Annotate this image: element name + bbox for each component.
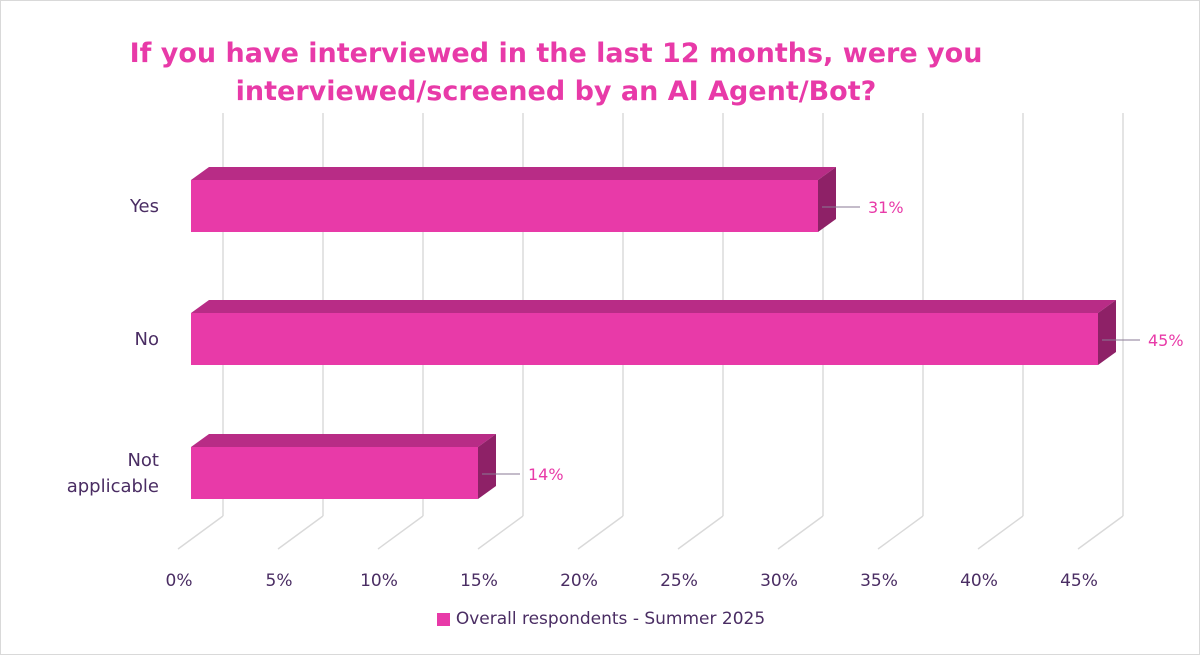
gridline-floor — [777, 515, 824, 550]
bar-top-face — [191, 167, 836, 180]
category-label: Yes — [129, 196, 159, 217]
x-tick-label: 10% — [360, 571, 398, 591]
gridline-floor — [977, 515, 1024, 550]
category-label-line: Yes — [129, 196, 159, 217]
data-label: 45% — [1148, 331, 1184, 350]
bar — [191, 180, 818, 232]
bar — [191, 313, 1098, 365]
bar-side-face — [1098, 300, 1116, 365]
category-label-line: applicable — [67, 476, 159, 497]
gridline-floor — [877, 515, 924, 550]
data-label: 31% — [868, 198, 904, 217]
x-tick-label: 30% — [760, 571, 798, 591]
x-tick-label: 25% — [660, 571, 698, 591]
data-label: 14% — [528, 465, 564, 484]
category-label-line: No — [135, 329, 159, 350]
legend-swatch — [436, 612, 450, 626]
legend: Overall respondents - Summer 2025 — [1, 609, 1200, 629]
gridline-floor — [177, 515, 224, 550]
x-tick-label: 5% — [266, 571, 293, 591]
legend-label: Overall respondents - Summer 2025 — [455, 609, 766, 629]
x-tick-label: 0% — [166, 571, 193, 591]
gridline-floor — [377, 515, 424, 550]
category-label-line: Not — [127, 450, 159, 471]
bar-side-face — [478, 434, 496, 499]
x-tick-label: 40% — [960, 571, 998, 591]
bar-top-face — [191, 300, 1116, 313]
gridline-floor — [1077, 515, 1124, 550]
gridline-floor — [477, 515, 524, 550]
gridline-floor — [277, 515, 324, 550]
x-tick-label: 15% — [460, 571, 498, 591]
category-label: No — [135, 329, 159, 350]
x-tick-label: 45% — [1060, 571, 1098, 591]
bar-top-face — [191, 434, 496, 447]
chart-title: If you have interviewed in the last 12 m… — [129, 38, 983, 107]
x-tick-label: 35% — [860, 571, 898, 591]
gridline-floor — [577, 515, 624, 550]
bar — [191, 447, 478, 499]
x-tick-label: 20% — [560, 571, 598, 591]
category-label: Not applicable — [67, 450, 159, 497]
gridline-floor — [677, 515, 724, 550]
bar-side-face — [818, 167, 836, 232]
